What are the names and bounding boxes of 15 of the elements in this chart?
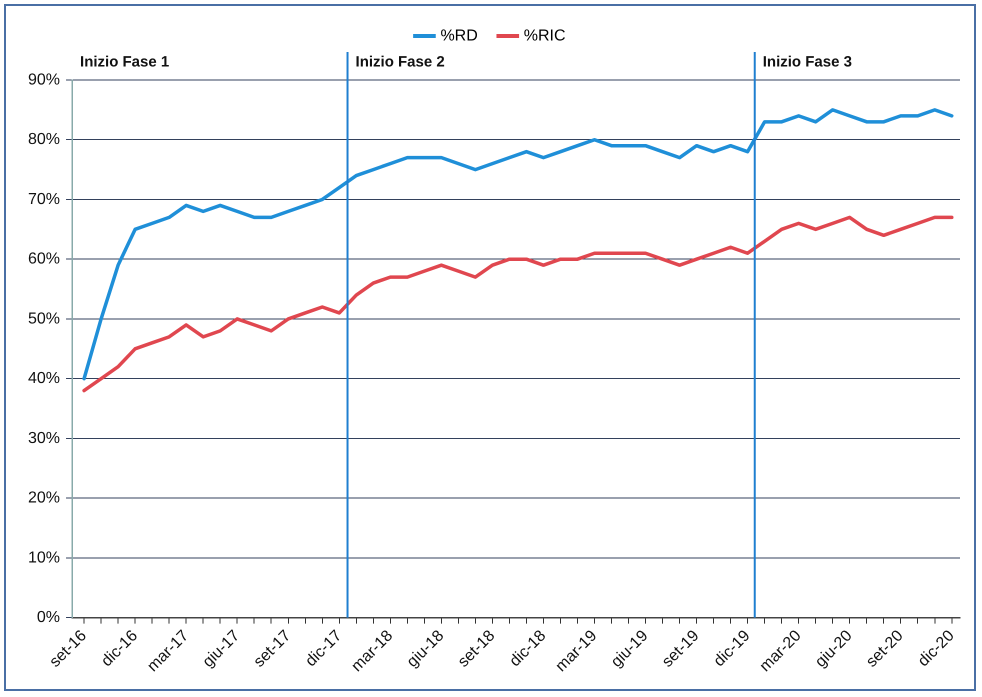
y-tick-label: 80% bbox=[28, 131, 60, 148]
text: Inizio Fase 1 bbox=[80, 54, 170, 71]
y-tick-label: 10% bbox=[28, 549, 60, 566]
y-tick-label: 70% bbox=[28, 190, 60, 208]
y-tick-label: 60% bbox=[28, 250, 60, 268]
y-tick-label: 0% bbox=[36, 608, 60, 626]
y-tick-label: 40% bbox=[28, 370, 60, 388]
y-tick-label: 90% bbox=[28, 71, 60, 88]
legend-label: %RIC bbox=[524, 27, 566, 44]
y-tick-label: 20% bbox=[28, 490, 60, 507]
ref-line-label: Inizio Fase 3 bbox=[762, 54, 852, 71]
y-tick-label: 30% bbox=[28, 430, 60, 447]
y-tick-label: 50% bbox=[28, 310, 60, 328]
legend-label: %RD bbox=[440, 27, 478, 44]
ref-line-label: Inizio Fase 2 bbox=[356, 54, 445, 71]
